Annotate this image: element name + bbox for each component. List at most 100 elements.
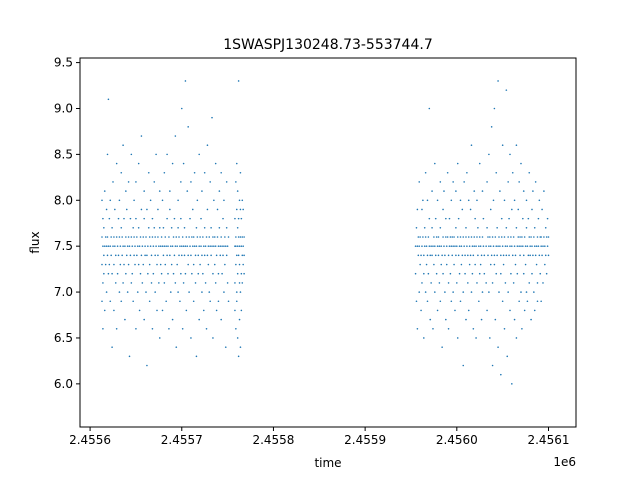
data-point xyxy=(522,245,524,247)
data-point xyxy=(114,254,117,257)
data-point xyxy=(500,254,502,257)
data-point xyxy=(114,282,117,284)
data-point xyxy=(414,245,417,247)
data-point xyxy=(459,300,462,303)
data-point xyxy=(157,254,159,257)
data-point xyxy=(131,245,134,247)
data-point xyxy=(171,318,174,321)
data-point xyxy=(236,337,239,339)
data-point xyxy=(521,236,523,238)
data-point xyxy=(237,254,240,257)
data-point xyxy=(111,272,113,275)
data-point xyxy=(127,263,130,266)
data-point xyxy=(462,364,465,367)
data-point xyxy=(239,171,242,174)
data-point xyxy=(125,272,127,275)
data-point xyxy=(507,236,509,238)
data-point xyxy=(163,171,166,174)
data-point xyxy=(513,199,516,202)
data-point xyxy=(213,245,215,247)
data-point xyxy=(147,245,149,247)
data-point xyxy=(160,236,163,238)
data-point xyxy=(184,245,187,247)
data-point xyxy=(504,282,507,284)
data-point xyxy=(127,181,130,183)
data-point xyxy=(195,227,198,229)
data-point xyxy=(448,217,451,220)
data-point xyxy=(486,181,488,183)
data-point xyxy=(456,162,459,165)
data-point xyxy=(537,245,540,247)
data-point xyxy=(527,217,530,220)
data-point xyxy=(222,254,224,257)
data-point xyxy=(438,245,441,247)
data-point xyxy=(135,327,137,330)
data-point xyxy=(216,236,219,238)
data-point xyxy=(470,236,473,238)
data-point xyxy=(495,272,498,275)
data-point xyxy=(518,181,520,183)
data-point xyxy=(239,236,242,238)
data-point xyxy=(180,272,182,275)
data-point xyxy=(532,254,534,257)
data-point xyxy=(430,245,432,247)
data-point xyxy=(222,217,224,220)
data-point xyxy=(436,309,439,312)
data-point xyxy=(501,245,504,247)
data-point xyxy=(153,181,156,183)
data-point xyxy=(113,309,115,312)
data-point xyxy=(428,107,431,110)
data-point xyxy=(544,245,546,247)
data-point xyxy=(103,254,105,257)
x-tick-label: 2.4557 xyxy=(161,433,203,447)
y-tick-label: 7.5 xyxy=(54,239,73,253)
data-point xyxy=(203,171,206,174)
x-offset-label: 1e6 xyxy=(553,455,576,469)
data-point xyxy=(443,245,445,247)
data-point xyxy=(167,245,169,247)
data-point xyxy=(169,291,172,293)
data-point xyxy=(107,272,110,275)
data-point xyxy=(211,116,213,119)
data-point xyxy=(132,227,134,229)
data-point xyxy=(517,236,520,238)
data-point xyxy=(431,254,433,257)
data-point xyxy=(513,318,516,321)
data-point xyxy=(469,254,472,257)
data-point xyxy=(171,245,174,247)
data-point xyxy=(162,227,165,229)
data-point xyxy=(453,263,455,266)
data-point xyxy=(508,217,510,220)
data-point xyxy=(534,254,537,257)
data-point xyxy=(161,309,164,312)
data-point xyxy=(450,245,453,247)
data-point xyxy=(467,199,470,202)
data-point xyxy=(473,236,476,238)
data-point xyxy=(497,245,499,247)
data-point xyxy=(460,263,463,266)
data-point xyxy=(103,309,106,312)
data-point xyxy=(517,208,520,211)
data-point xyxy=(172,236,175,238)
data-point xyxy=(129,254,132,257)
data-point xyxy=(166,254,168,257)
data-point xyxy=(501,144,504,146)
data-point xyxy=(152,272,155,275)
data-point xyxy=(225,254,228,257)
data-point xyxy=(156,309,158,312)
data-point xyxy=(419,263,421,266)
data-point xyxy=(148,263,151,266)
data-point xyxy=(500,272,502,275)
data-point xyxy=(501,300,504,303)
data-point xyxy=(529,254,531,257)
data-point xyxy=(454,309,456,312)
data-point xyxy=(481,190,484,192)
y-tick-label: 9.5 xyxy=(54,56,73,70)
data-point xyxy=(432,245,434,247)
data-point xyxy=(221,245,223,247)
data-point xyxy=(218,190,221,192)
data-point xyxy=(535,263,538,266)
data-point xyxy=(491,282,494,284)
data-point xyxy=(473,245,476,247)
data-point xyxy=(485,245,487,247)
